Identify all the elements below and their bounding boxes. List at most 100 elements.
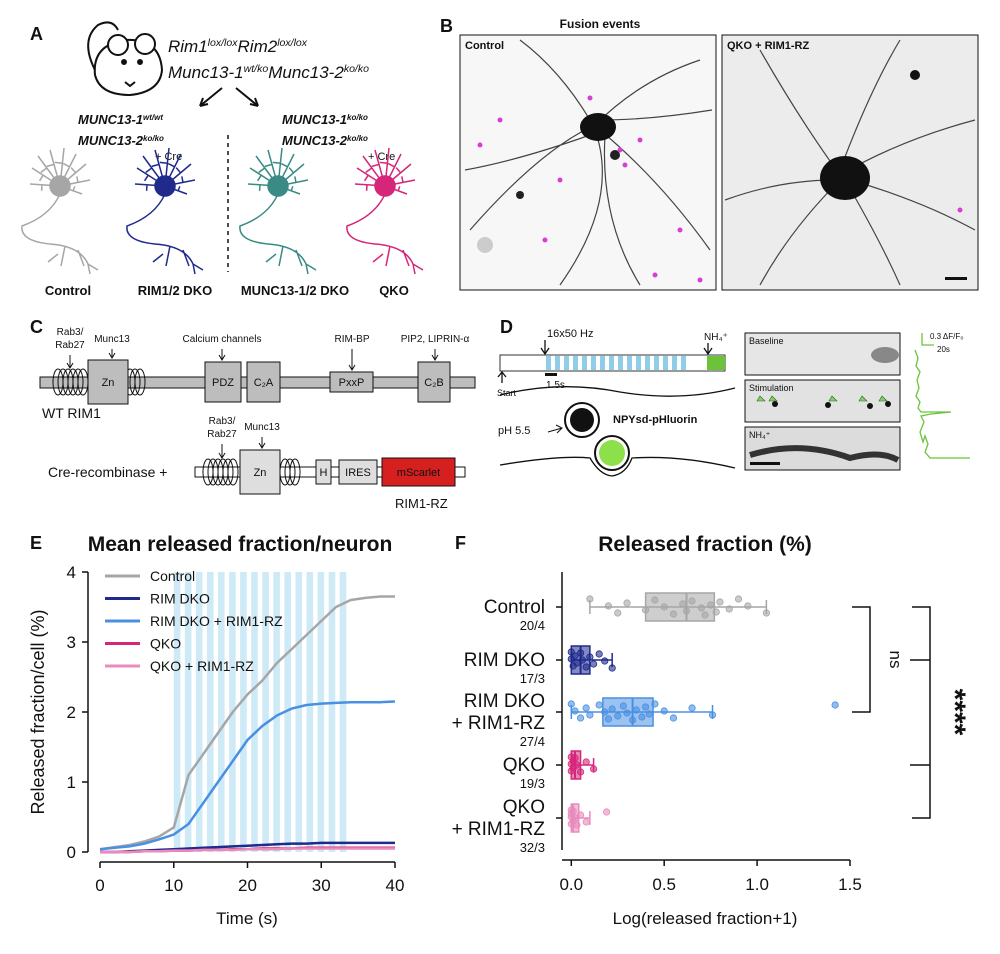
allele: wt/wt (143, 113, 163, 122)
label: 32/3 (520, 840, 545, 855)
data-point (582, 663, 590, 671)
label: Log(released fraction+1) (613, 909, 798, 928)
data-point (601, 657, 609, 665)
arrow (431, 349, 439, 361)
data-point (601, 708, 609, 716)
label: E (30, 533, 42, 553)
label: 1.5 (838, 875, 862, 894)
soma (374, 175, 396, 197)
label: Control (45, 283, 91, 298)
neuron (126, 147, 204, 275)
data-point (716, 598, 724, 606)
label: 19/3 (520, 776, 545, 791)
stimulus-bar (195, 572, 203, 852)
data-point (762, 609, 770, 617)
label: + Cre (368, 151, 395, 163)
data-point (651, 700, 659, 708)
soma (154, 175, 176, 197)
stimulus-bar (251, 572, 258, 852)
coil (72, 368, 84, 396)
data-point (688, 597, 696, 605)
data-point (701, 611, 709, 619)
label: Baseline (749, 336, 784, 346)
gene: Rim1 (168, 37, 208, 56)
label: 4 (67, 563, 76, 582)
arrow (258, 437, 266, 449)
gene: Munc13-1 (168, 63, 244, 82)
gene: MUNC13-2 (78, 133, 144, 148)
label: Control (484, 597, 545, 618)
genotype-text: Munc13-1wt/koMunc13-2ko/ko (168, 63, 369, 82)
neuron (239, 147, 317, 275)
data-point (632, 706, 640, 714)
label: RIM1/2 DKO (138, 283, 212, 298)
data-point (651, 596, 659, 604)
label: 27/4 (520, 734, 545, 749)
label: Fusion events (560, 17, 641, 31)
label: PxxP (339, 377, 365, 389)
label: Zn (254, 467, 267, 479)
label: RIM DKO (150, 591, 210, 607)
data-point (642, 703, 650, 711)
label: Calcium channels (183, 334, 262, 345)
label: Rab3/ (209, 416, 236, 427)
stimulus-bar (206, 572, 214, 852)
coil (284, 458, 296, 486)
domain (204, 361, 242, 403)
data-point (567, 700, 575, 708)
allele: lox/lox (277, 37, 308, 49)
gene: MUNC13-1 (78, 112, 143, 127)
series-line (99, 700, 396, 851)
data-point (604, 602, 613, 610)
coil (134, 368, 146, 396)
stimulus-bar (173, 572, 181, 852)
data-point (586, 711, 594, 719)
data-point (576, 649, 585, 657)
label: C₂A (254, 377, 274, 389)
data-point (831, 701, 839, 709)
label: 20s (937, 345, 950, 354)
label: Released fraction/cell (%) (28, 609, 48, 814)
label: mScarlet (397, 467, 440, 479)
data-point (595, 701, 603, 709)
gene: Rim2 (238, 37, 278, 56)
allele: ko/ko (344, 63, 369, 75)
data-point (576, 768, 585, 776)
data-point (576, 714, 585, 722)
data-point (645, 710, 653, 718)
arrow (218, 444, 226, 459)
label: QKO (503, 797, 545, 818)
label: MUNC13-1/2 DKO (241, 283, 349, 298)
label: Zn (102, 377, 115, 389)
label: QKO (150, 636, 181, 652)
axon (239, 193, 317, 275)
label: F (455, 533, 466, 553)
bracket-ns (852, 606, 871, 713)
allele: ko/ko (143, 134, 164, 143)
label: RIM-BP (335, 334, 370, 345)
data-point (608, 705, 616, 713)
domain (87, 359, 129, 405)
data-point (642, 606, 650, 614)
label: WT RIM1 (42, 405, 101, 421)
label: QKO + RIM1-RZ (727, 40, 809, 52)
label: 10 (164, 876, 183, 895)
label: pH 5.5 (498, 425, 530, 437)
data-point (660, 707, 668, 715)
data-point (573, 821, 581, 829)
data-point (734, 595, 743, 603)
stimulus-bar (273, 572, 280, 852)
data-point (725, 605, 733, 613)
data-point (578, 656, 587, 664)
data-point (712, 608, 720, 616)
label: Rab27 (55, 340, 85, 351)
coil (222, 458, 234, 486)
data-point (569, 807, 577, 815)
allele: ko/ko (347, 113, 368, 122)
domain (315, 459, 332, 485)
domain (381, 457, 456, 487)
label: 17/3 (520, 671, 545, 686)
domain (417, 361, 451, 403)
gene: Munc13-2 (268, 63, 344, 82)
label: + RIM1-RZ (452, 819, 546, 840)
